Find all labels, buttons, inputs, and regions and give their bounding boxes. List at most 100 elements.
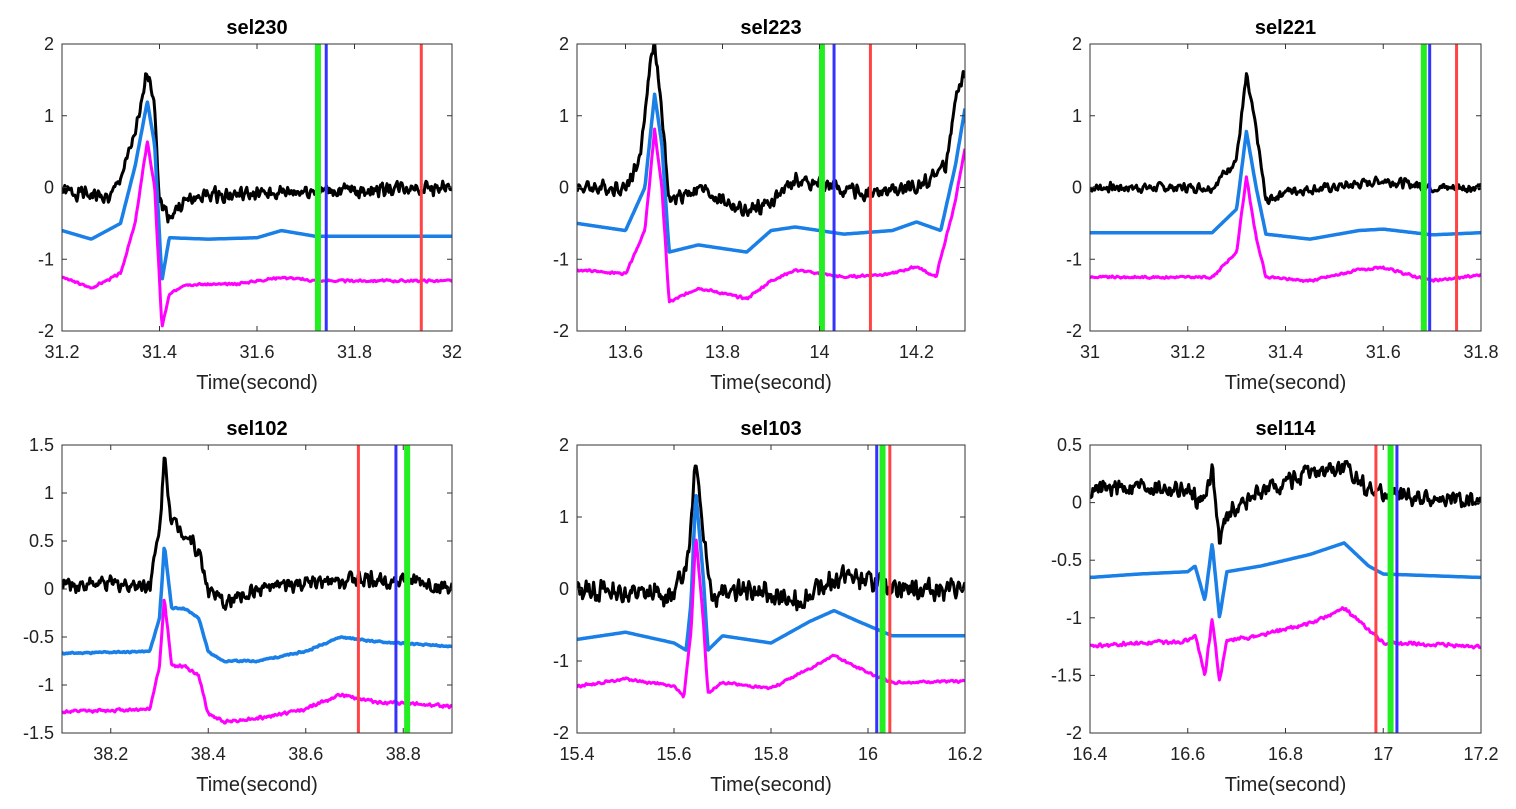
y-tick-label: -0.5 bbox=[23, 627, 54, 647]
subplot-sel230: sel230 Time(second) 31.2 31.4 31.6 31.8 32 -2… bbox=[38, 17, 462, 394]
x-tick-label: 31.2 bbox=[1170, 342, 1205, 362]
y-tick-label: -1 bbox=[553, 249, 569, 269]
subplot-sel221: sel221 Time(second) 31 31.2 31.4 31.6 31.8 -2… bbox=[1066, 17, 1499, 394]
y-tick-label: 0.5 bbox=[29, 531, 54, 551]
y-tick-label: -1 bbox=[553, 651, 569, 671]
y-tick-label: -1 bbox=[1066, 249, 1082, 269]
x-axis-label: Time(second) bbox=[710, 774, 832, 796]
y-tick-label: 0.5 bbox=[1057, 435, 1082, 455]
series-line-magenta bbox=[1090, 175, 1481, 283]
y-tick-label: 1.5 bbox=[29, 435, 54, 455]
x-tick-label: 16.4 bbox=[1072, 744, 1107, 764]
x-tick-label: 31.6 bbox=[1366, 342, 1401, 362]
x-tick-label: 31.8 bbox=[337, 342, 372, 362]
plot-area bbox=[577, 445, 965, 733]
chart-title: sel230 bbox=[226, 17, 287, 39]
chart-title: sel114 bbox=[1255, 418, 1316, 440]
x-tick-label: 17.2 bbox=[1463, 744, 1498, 764]
y-tick-label: -2 bbox=[553, 723, 569, 743]
series-line-black bbox=[62, 72, 452, 224]
x-axis-label: Time(second) bbox=[196, 372, 318, 394]
x-tick-label: 14 bbox=[809, 342, 829, 362]
y-tick-label: -0.5 bbox=[1051, 550, 1082, 570]
x-axis-label: Time(second) bbox=[1225, 372, 1347, 394]
y-tick-label: 1 bbox=[44, 106, 54, 126]
y-tick-label: -1 bbox=[1066, 608, 1082, 628]
chart-title: sel221 bbox=[1255, 17, 1316, 39]
x-tick-label: 16.6 bbox=[1170, 744, 1205, 764]
y-tick-label: 1 bbox=[1072, 106, 1082, 126]
y-tick-label: 1 bbox=[559, 507, 569, 527]
chart-title: sel102 bbox=[226, 418, 287, 440]
y-tick-label: 1 bbox=[44, 483, 54, 503]
series-line-blue bbox=[62, 100, 452, 281]
x-tick-label: 31.4 bbox=[142, 342, 177, 362]
x-axis-label: Time(second) bbox=[196, 774, 318, 796]
x-tick-label: 14.2 bbox=[899, 342, 934, 362]
y-tick-label: 0 bbox=[559, 178, 569, 198]
series-line-blue bbox=[577, 92, 965, 254]
x-tick-label: 38.2 bbox=[93, 744, 128, 764]
y-tick-label: -2 bbox=[553, 321, 569, 341]
x-tick-label: 31.4 bbox=[1268, 342, 1303, 362]
x-tick-label: 17 bbox=[1373, 744, 1393, 764]
series-line-black bbox=[1090, 72, 1481, 205]
y-tick-label: -2 bbox=[1066, 723, 1082, 743]
series-line-magenta bbox=[1090, 606, 1481, 682]
x-tick-label: 38.8 bbox=[386, 744, 421, 764]
series-line-blue bbox=[1090, 541, 1481, 619]
y-tick-label: 2 bbox=[559, 34, 569, 54]
chart-title: sel223 bbox=[740, 17, 801, 39]
series-line-magenta bbox=[62, 598, 452, 725]
series-line-black bbox=[62, 456, 452, 611]
x-tick-label: 31.6 bbox=[239, 342, 274, 362]
subplot-sel103: sel103 Time(second) 15.4 15.6 15.8 16 16.2 -2… bbox=[553, 418, 983, 796]
subplot-sel223: sel223 Time(second) 13.6 13.8 14 14.2 -2 -1 0 1… bbox=[553, 17, 966, 394]
series-line-black bbox=[577, 44, 965, 217]
series-line-magenta bbox=[62, 140, 452, 328]
series-line-magenta bbox=[577, 127, 965, 304]
x-tick-label: 15.6 bbox=[656, 744, 691, 764]
chart-title: sel103 bbox=[740, 418, 801, 440]
series-line-blue bbox=[62, 546, 452, 664]
y-tick-label: 2 bbox=[44, 34, 54, 54]
x-tick-label: 16.8 bbox=[1268, 744, 1303, 764]
x-tick-label: 15.4 bbox=[559, 744, 594, 764]
series-line-blue bbox=[1090, 129, 1481, 241]
series-line-black bbox=[577, 464, 965, 612]
x-tick-label: 31 bbox=[1080, 342, 1100, 362]
x-tick-label: 38.6 bbox=[288, 744, 323, 764]
y-tick-label: 2 bbox=[559, 435, 569, 455]
plot-area bbox=[62, 445, 452, 733]
y-tick-label: 0 bbox=[44, 579, 54, 599]
series-line-magenta bbox=[577, 538, 965, 699]
y-tick-label: 0 bbox=[44, 178, 54, 198]
x-axis-label: Time(second) bbox=[1225, 774, 1347, 796]
y-tick-label: -1 bbox=[38, 675, 54, 695]
x-tick-label: 13.6 bbox=[608, 342, 643, 362]
x-tick-label: 31.8 bbox=[1463, 342, 1498, 362]
series-line-blue bbox=[577, 493, 965, 652]
y-tick-label: -2 bbox=[1066, 321, 1082, 341]
x-tick-label: 13.8 bbox=[705, 342, 740, 362]
y-tick-label: 2 bbox=[1072, 34, 1082, 54]
x-tick-label: 32 bbox=[442, 342, 462, 362]
plot-area bbox=[62, 44, 452, 331]
plot-area bbox=[1090, 445, 1481, 733]
subplot-sel102: sel102 Time(second) 38.2 38.4 38.6 38.8 -1.5… bbox=[23, 418, 453, 796]
y-tick-label: -1.5 bbox=[23, 723, 54, 743]
y-tick-label: 0 bbox=[559, 579, 569, 599]
y-tick-label: -1 bbox=[38, 249, 54, 269]
plot-area bbox=[1090, 44, 1481, 331]
y-tick-label: 0 bbox=[1072, 178, 1082, 198]
x-tick-label: 16.2 bbox=[947, 744, 982, 764]
x-axis-label: Time(second) bbox=[710, 372, 832, 394]
x-tick-label: 15.8 bbox=[753, 744, 788, 764]
subplot-sel114: sel114 Time(second) 16.4 16.6 16.8 17 17.2 -2… bbox=[1051, 418, 1499, 796]
y-tick-label: 1 bbox=[559, 106, 569, 126]
x-tick-label: 38.4 bbox=[191, 744, 226, 764]
y-tick-label: 0 bbox=[1072, 493, 1082, 513]
x-tick-label: 16 bbox=[858, 744, 878, 764]
y-tick-label: -1.5 bbox=[1051, 665, 1082, 685]
